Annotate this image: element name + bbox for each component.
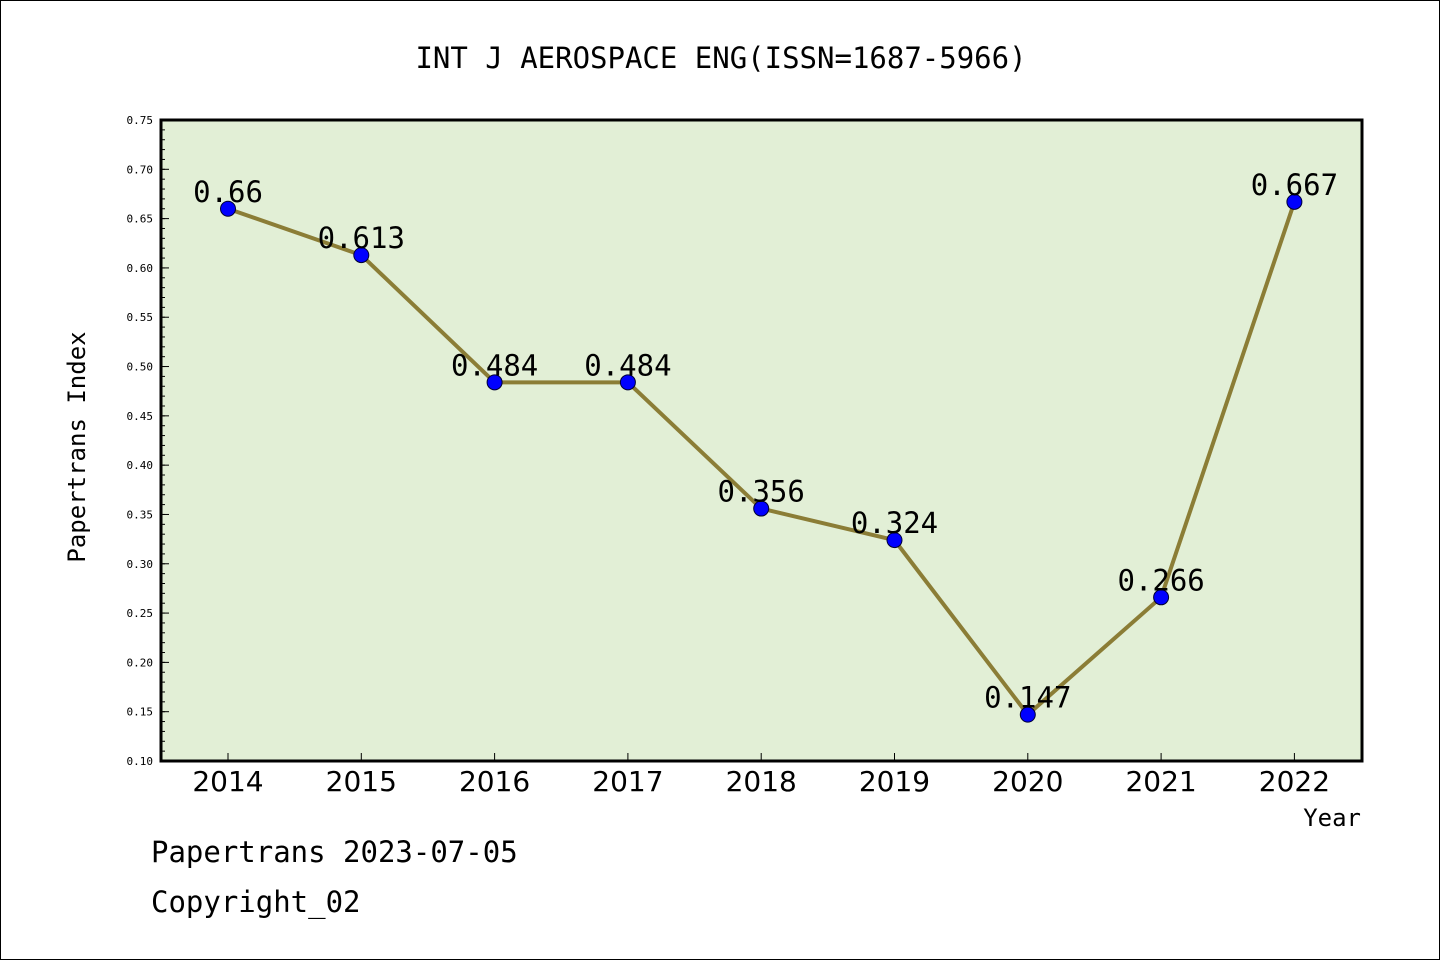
y-tick-label: 0.25: [127, 607, 154, 620]
y-tick-label: 0.20: [127, 656, 154, 669]
data-point: [353, 247, 370, 264]
y-tick-label: 0.55: [127, 311, 154, 324]
data-label: 0.484: [451, 348, 538, 382]
data-point: [486, 374, 503, 391]
x-tick-label: 2017: [592, 765, 663, 798]
x-tick-label: 2015: [326, 765, 397, 798]
data-point: [1153, 589, 1170, 606]
footer-date-label: Papertrans 2023-07-05: [151, 835, 518, 869]
data-point: [753, 500, 770, 517]
plot-area: [161, 120, 1362, 761]
y-tick-label: 0.45: [127, 410, 154, 423]
y-tick-label: 0.40: [127, 459, 154, 472]
y-tick-label: 0.60: [127, 262, 154, 275]
y-tick-label: 0.50: [127, 361, 154, 374]
data-label: 0.324: [851, 506, 938, 540]
x-tick-label: 2014: [192, 765, 263, 798]
data-label: 0.484: [584, 348, 671, 382]
data-label: 0.667: [1251, 168, 1338, 202]
x-tick-label: 2016: [459, 765, 530, 798]
y-tick-label: 0.70: [127, 163, 154, 176]
chart-title: INT J AEROSPACE ENG(ISSN=1687-5966): [415, 41, 1026, 75]
y-tick-label: 0.35: [127, 508, 154, 521]
y-tick-label: 0.10: [127, 755, 154, 768]
data-point: [1286, 193, 1303, 210]
data-label: 0.613: [318, 221, 405, 255]
x-tick-label: 2018: [726, 765, 797, 798]
x-tick-label: 2022: [1259, 765, 1330, 798]
data-label: 0.147: [984, 681, 1071, 715]
x-tick-label: 2019: [859, 765, 930, 798]
data-point: [1019, 706, 1036, 723]
y-axis-label: Papertrans Index: [63, 331, 91, 562]
data-point: [886, 532, 903, 549]
data-label: 0.356: [718, 475, 805, 509]
x-tick-label: 2020: [992, 765, 1063, 798]
y-tick-label: 0.75: [127, 114, 154, 127]
y-tick-label: 0.15: [127, 706, 154, 719]
y-tick-label: 0.65: [127, 213, 154, 226]
data-point: [220, 200, 236, 217]
x-axis-label: Year: [1303, 804, 1361, 832]
data-point: [619, 374, 636, 391]
footer-copyright-label: Copyright_02: [151, 885, 361, 919]
y-tick-label: 0.30: [127, 558, 154, 571]
data-label: 0.66: [193, 175, 263, 209]
data-label: 0.266: [1117, 563, 1204, 597]
x-tick-label: 2021: [1125, 765, 1196, 798]
